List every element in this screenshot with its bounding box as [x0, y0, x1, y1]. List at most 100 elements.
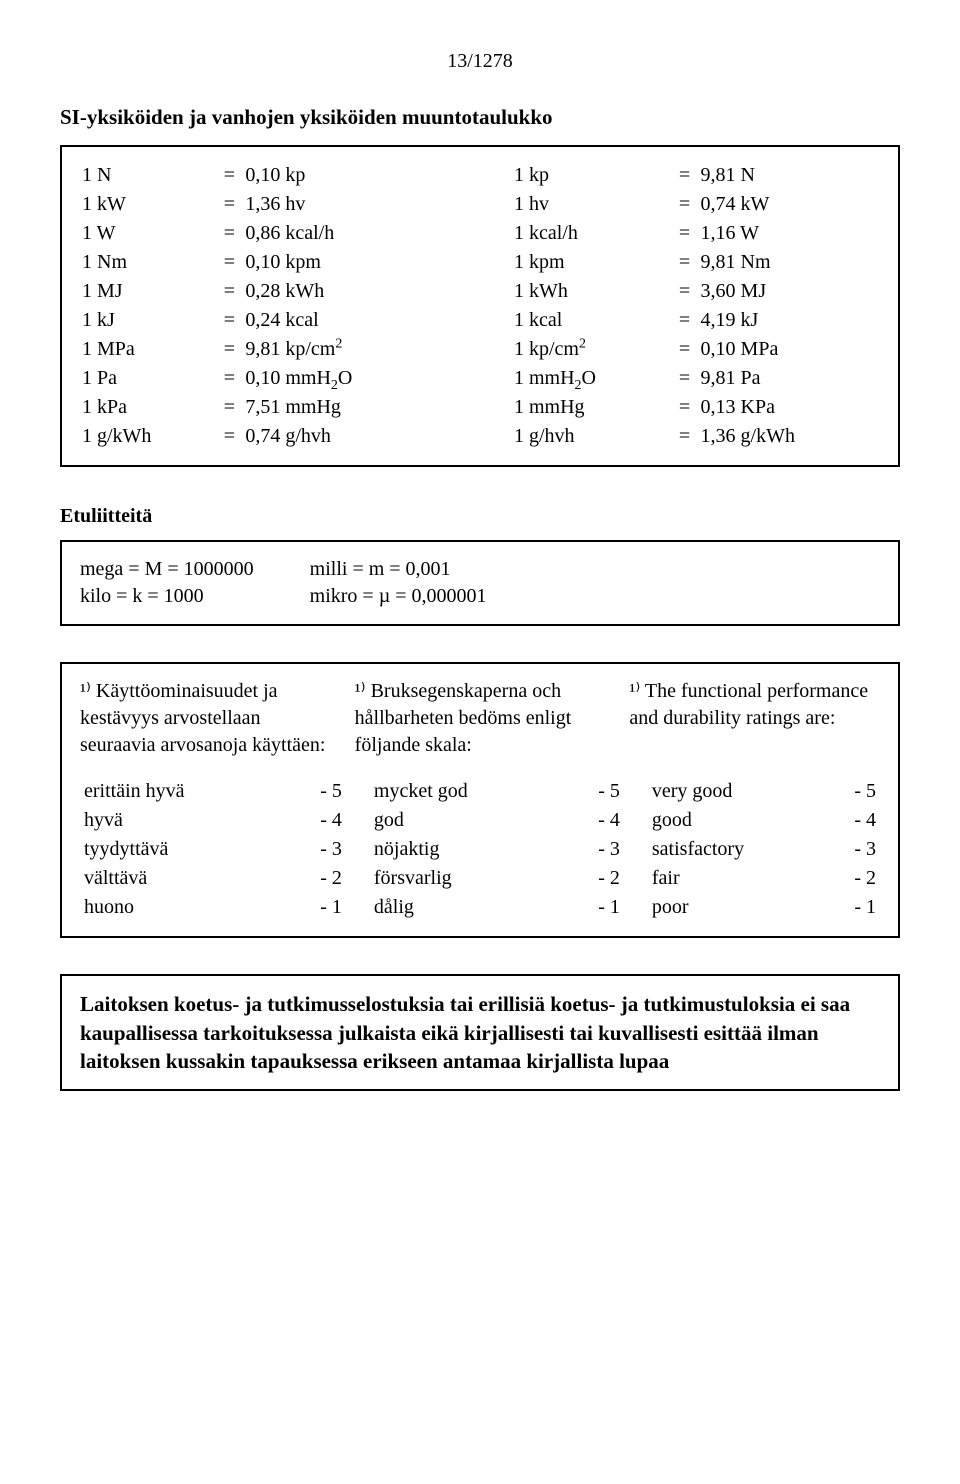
conv-right-b: 0,13 KPa — [699, 393, 880, 422]
conv-right-a: 1 kp/cm2 — [512, 335, 671, 364]
prefix-line: milli = m = 0,001 — [310, 556, 487, 583]
conv-right-b: 9,81 N — [699, 161, 880, 190]
table-row: 1 N=0,10 kp1 kp=9,81 N — [80, 161, 880, 190]
equals-sign: = — [671, 364, 699, 393]
conv-left-a: 1 g/kWh — [80, 422, 215, 451]
rating-en: good — [648, 806, 827, 835]
rating-en: satisfactory — [648, 835, 827, 864]
rating-fi: hyvä — [80, 806, 274, 835]
rating-fi-score: - 2 — [274, 864, 370, 893]
disclaimer-text: Laitoksen koetus- ja tutkimusselostuksia… — [80, 990, 880, 1075]
rating-sv-score: - 3 — [552, 835, 648, 864]
conv-right-a: 1 kp — [512, 161, 671, 190]
conv-left-a: 1 kPa — [80, 393, 215, 422]
conversion-box: 1 N=0,10 kp1 kp=9,81 N1 kW=1,36 hv1 hv=0… — [60, 145, 900, 467]
conv-right-b: 3,60 MJ — [699, 277, 880, 306]
rating-sv-score: - 2 — [552, 864, 648, 893]
rating-en-score: - 2 — [827, 864, 880, 893]
ratings-intro-fi: ¹⁾ Käyttöominaisuudet ja kestävyys arvos… — [80, 678, 331, 759]
conv-left-b: 1,36 hv — [243, 190, 448, 219]
equals-sign: = — [215, 190, 243, 219]
conv-right-a: 1 mmHg — [512, 393, 671, 422]
equals-sign: = — [215, 393, 243, 422]
conv-right-a: 1 kcal/h — [512, 219, 671, 248]
equals-sign: = — [215, 364, 243, 393]
conv-right-b: 9,81 Pa — [699, 364, 880, 393]
ratings-table: erittäin hyvä- 5mycket god- 5very good- … — [80, 777, 880, 922]
rating-fi: huono — [80, 893, 274, 922]
equals-sign: = — [215, 306, 243, 335]
rating-sv: god — [370, 806, 552, 835]
conv-right-b: 4,19 kJ — [699, 306, 880, 335]
table-row: 1 Nm=0,10 kpm1 kpm=9,81 Nm — [80, 248, 880, 277]
conv-left-a: 1 MJ — [80, 277, 215, 306]
table-row: 1 kJ=0,24 kcal1 kcal=4,19 kJ — [80, 306, 880, 335]
conv-left-a: 1 kW — [80, 190, 215, 219]
rating-en: fair — [648, 864, 827, 893]
equals-sign: = — [215, 335, 243, 364]
page-title: SI-yksiköiden ja vanhojen yksiköiden muu… — [60, 103, 900, 131]
equals-sign: = — [215, 277, 243, 306]
equals-sign: = — [671, 306, 699, 335]
disclaimer-box: Laitoksen koetus- ja tutkimusselostuksia… — [60, 974, 900, 1091]
rating-en: very good — [648, 777, 827, 806]
table-row: 1 MPa=9,81 kp/cm21 kp/cm2=0,10 MPa — [80, 335, 880, 364]
conv-right-b: 1,16 W — [699, 219, 880, 248]
rating-en: poor — [648, 893, 827, 922]
table-row: 1 kW=1,36 hv1 hv=0,74 kW — [80, 190, 880, 219]
equals-sign: = — [671, 335, 699, 364]
ratings-intro-en: ¹⁾ The functional performance and durabi… — [629, 678, 880, 759]
equals-sign: = — [215, 248, 243, 277]
conv-right-b: 0,10 MPa — [699, 335, 880, 364]
rating-sv-score: - 1 — [552, 893, 648, 922]
rating-sv-score: - 5 — [552, 777, 648, 806]
page-number: 13/1278 — [60, 48, 900, 75]
rating-fi-score: - 5 — [274, 777, 370, 806]
rating-fi-score: - 4 — [274, 806, 370, 835]
equals-sign: = — [671, 393, 699, 422]
rating-fi-score: - 1 — [274, 893, 370, 922]
equals-sign: = — [671, 277, 699, 306]
conv-right-b: 1,36 g/kWh — [699, 422, 880, 451]
prefix-line: kilo = k = 1000 — [80, 583, 254, 610]
conv-right-b: 9,81 Nm — [699, 248, 880, 277]
conv-left-a: 1 N — [80, 161, 215, 190]
conv-left-a: 1 MPa — [80, 335, 215, 364]
conv-left-b: 0,10 mmH2O — [243, 364, 448, 393]
table-row: 1 MJ=0,28 kWh1 kWh=3,60 MJ — [80, 277, 880, 306]
ratings-box: ¹⁾ Käyttöominaisuudet ja kestävyys arvos… — [60, 662, 900, 938]
equals-sign: = — [671, 422, 699, 451]
prefix-line: mega = M = 1000000 — [80, 556, 254, 583]
equals-sign: = — [671, 248, 699, 277]
prefixes-right: milli = m = 0,001 mikro = µ = 0,000001 — [310, 556, 487, 610]
conv-left-a: 1 kJ — [80, 306, 215, 335]
equals-sign: = — [215, 161, 243, 190]
rating-sv: mycket god — [370, 777, 552, 806]
conv-left-a: 1 W — [80, 219, 215, 248]
equals-sign: = — [215, 422, 243, 451]
table-row: 1 kPa=7,51 mmHg1 mmHg=0,13 KPa — [80, 393, 880, 422]
table-row: erittäin hyvä- 5mycket god- 5very good- … — [80, 777, 880, 806]
rating-en-score: - 1 — [827, 893, 880, 922]
rating-en-score: - 4 — [827, 806, 880, 835]
conversion-table: 1 N=0,10 kp1 kp=9,81 N1 kW=1,36 hv1 hv=0… — [80, 161, 880, 451]
rating-sv: försvarlig — [370, 864, 552, 893]
conv-right-a: 1 kWh — [512, 277, 671, 306]
rating-sv-score: - 4 — [552, 806, 648, 835]
conv-right-a: 1 hv — [512, 190, 671, 219]
rating-en-score: - 3 — [827, 835, 880, 864]
conv-right-b: 0,74 kW — [699, 190, 880, 219]
conv-left-a: 1 Pa — [80, 364, 215, 393]
rating-fi: tyydyttävä — [80, 835, 274, 864]
prefixes-left: mega = M = 1000000 kilo = k = 1000 — [80, 556, 254, 610]
prefixes-heading: Etuliitteitä — [60, 503, 900, 530]
conv-right-a: 1 kpm — [512, 248, 671, 277]
equals-sign: = — [671, 190, 699, 219]
rating-en-score: - 5 — [827, 777, 880, 806]
conv-left-b: 0,24 kcal — [243, 306, 448, 335]
table-row: 1 Pa=0,10 mmH2O1 mmH2O=9,81 Pa — [80, 364, 880, 393]
ratings-intro-sv: ¹⁾ Bruksegenskaperna och hållbarheten be… — [355, 678, 606, 759]
conv-left-b: 9,81 kp/cm2 — [243, 335, 448, 364]
conv-right-a: 1 mmH2O — [512, 364, 671, 393]
conv-right-a: 1 kcal — [512, 306, 671, 335]
